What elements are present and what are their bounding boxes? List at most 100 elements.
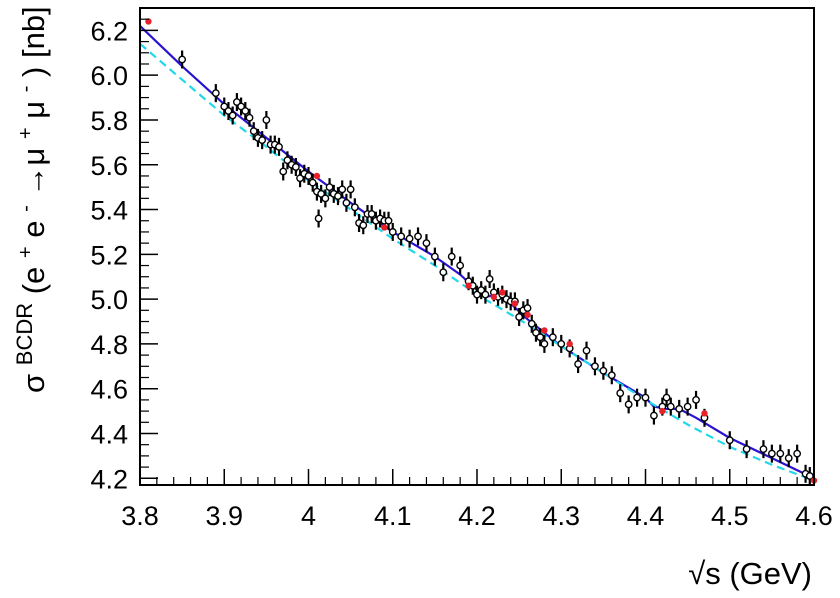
open-marker (439, 268, 448, 277)
open-data-point (262, 110, 271, 129)
open-marker (515, 313, 524, 321)
open-data-point (447, 247, 456, 266)
open-data-point (557, 334, 566, 353)
open-marker (397, 232, 406, 241)
open-data-point (456, 256, 465, 275)
x-tick-label: 4.5 (711, 501, 749, 531)
y-title-mu: μ (16, 101, 51, 119)
open-marker (805, 472, 814, 480)
y-title-superscript-bcdr: BCDR (12, 303, 37, 365)
open-marker (662, 393, 671, 402)
open-data-point (675, 399, 684, 418)
y-title-arrow-mu: →μ (16, 148, 51, 197)
open-data-point (439, 263, 448, 282)
open-marker (641, 393, 650, 402)
open-data-point (291, 158, 300, 176)
open-marker (405, 234, 414, 243)
open-marker (485, 275, 494, 283)
open-marker (430, 252, 439, 261)
open-data-point (314, 209, 323, 228)
open-marker (414, 232, 422, 241)
open-data-point (405, 229, 414, 248)
open-marker (342, 198, 351, 207)
y-tick-label: 6.2 (90, 16, 128, 46)
open-marker (607, 371, 616, 380)
y-title-superscript-plus-1: + (15, 246, 37, 258)
open-data-point (805, 467, 814, 486)
x-tick-label: 4.2 (458, 501, 496, 531)
open-marker (367, 210, 376, 218)
y-tick-label: 5.2 (90, 240, 128, 270)
data-points (145, 18, 818, 486)
open-data-point (245, 108, 254, 127)
open-data-point (666, 397, 675, 416)
open-marker (291, 163, 300, 171)
y-tick-label: 5.0 (90, 285, 128, 315)
y-tick-label: 4.8 (90, 330, 128, 360)
open-marker (633, 393, 641, 402)
open-data-point (485, 269, 494, 288)
red-data-point (511, 300, 519, 307)
open-data-point (759, 440, 768, 459)
x-axis-ticks: 3.8 3.9 4 4.1 4.2 4.3 4.4 4.5 4.6 (121, 469, 833, 531)
open-marker (725, 436, 734, 445)
open-data-point (279, 162, 288, 181)
open-data-point (582, 341, 591, 360)
x-tick-label: 4.3 (542, 501, 580, 531)
open-data-point (359, 216, 368, 235)
open-marker (346, 185, 355, 194)
open-marker (759, 445, 768, 454)
open-data-point (540, 334, 549, 353)
red-data-point (541, 327, 548, 334)
open-data-point (397, 227, 406, 246)
open-marker (548, 333, 557, 342)
red-data-point (145, 18, 152, 25)
red-data-point (490, 293, 498, 301)
open-marker (422, 239, 431, 248)
open-marker (540, 340, 549, 348)
open-data-point (414, 227, 422, 246)
open-marker (447, 252, 456, 261)
open-data-point (650, 406, 658, 425)
open-data-point (228, 106, 237, 125)
open-marker (481, 290, 490, 299)
open-data-point (249, 122, 258, 141)
y-tick-label: 5.4 (90, 196, 128, 226)
open-data-point (662, 388, 671, 407)
open-marker (241, 107, 250, 115)
open-data-point (473, 285, 481, 304)
open-data-point (574, 355, 582, 374)
x-tick-label: 4.4 (627, 501, 665, 531)
open-marker (325, 183, 334, 192)
open-data-point (342, 193, 351, 212)
open-marker (675, 404, 684, 413)
open-data-point (725, 431, 734, 450)
open-data-point (641, 388, 650, 407)
red-data-point (701, 410, 708, 417)
open-data-point (784, 449, 793, 468)
open-marker (527, 319, 536, 328)
open-marker (211, 89, 220, 97)
y-title-superscript-minus-2: - (15, 86, 37, 93)
open-data-point (624, 395, 633, 414)
open-marker (258, 136, 267, 145)
open-marker (650, 411, 658, 420)
x-tick-label: 3.9 (205, 501, 243, 531)
y-title-sigma: σ (16, 374, 51, 393)
red-data-point (499, 289, 506, 296)
open-marker (384, 216, 393, 225)
y-tick-label: 5.6 (90, 151, 128, 181)
open-marker (388, 228, 397, 236)
open-data-point (742, 440, 751, 459)
open-marker (536, 333, 545, 342)
open-data-point (548, 328, 557, 347)
open-marker (666, 402, 675, 411)
x-tick-label: 4 (301, 501, 316, 531)
open-data-point (258, 131, 267, 150)
open-marker (308, 178, 317, 187)
open-data-point (275, 137, 283, 156)
y-title-unit: ) [nb] (16, 6, 51, 77)
open-data-point (633, 388, 641, 407)
open-data-point (481, 285, 490, 304)
open-marker (275, 142, 283, 151)
